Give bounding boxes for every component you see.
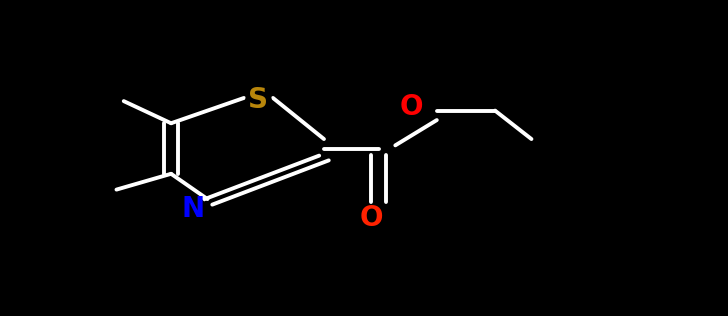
Text: O: O xyxy=(400,94,423,121)
Text: S: S xyxy=(248,86,269,113)
Text: O: O xyxy=(360,204,383,232)
Text: N: N xyxy=(181,195,205,222)
